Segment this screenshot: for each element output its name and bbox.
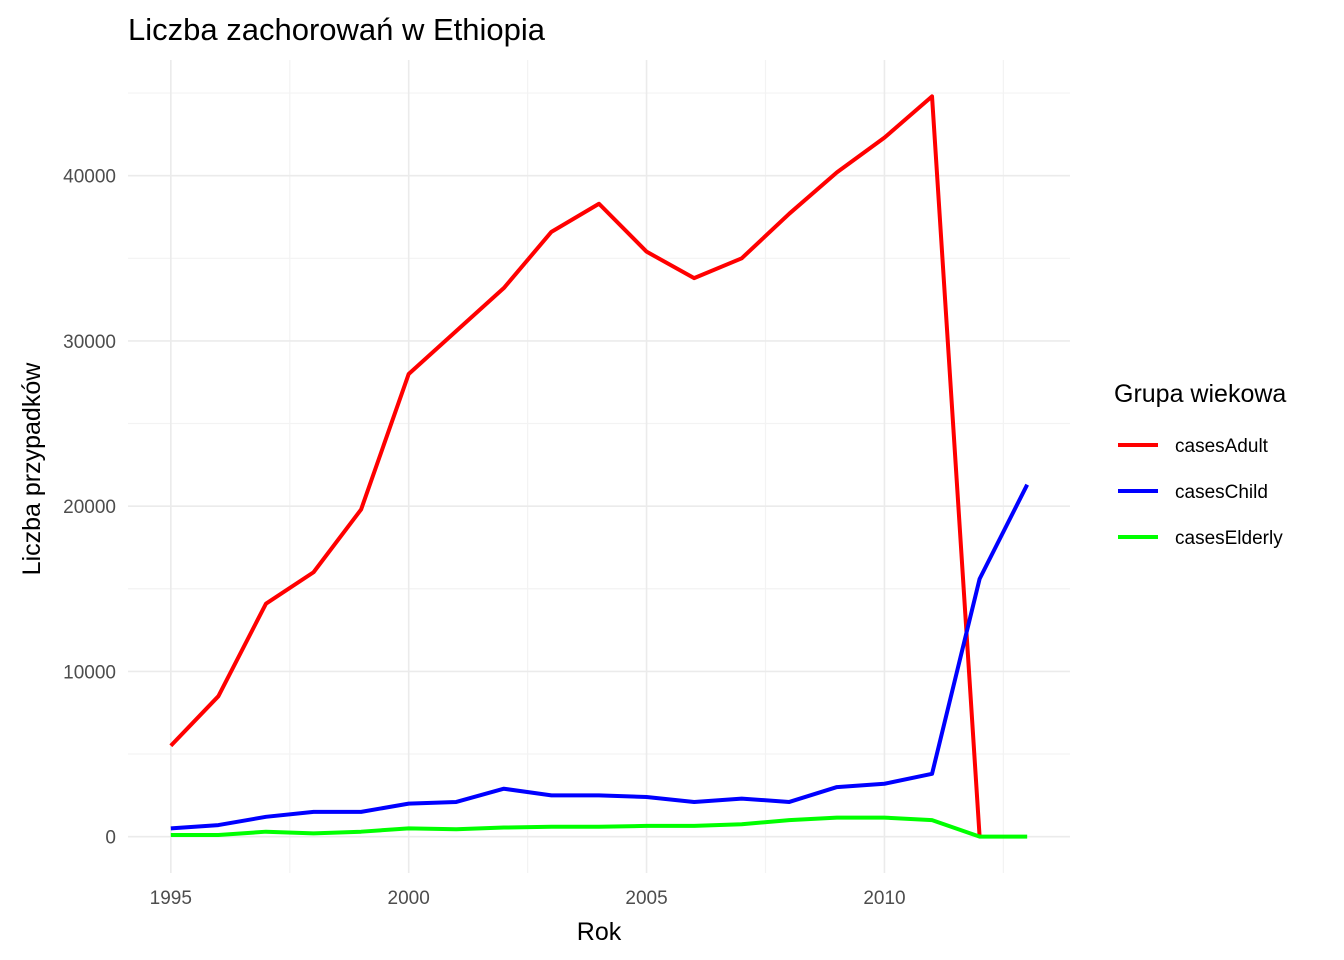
y-axis-title: Liczba przypadków — [18, 362, 46, 576]
legend-label-casesAdult: casesAdult — [1175, 436, 1269, 457]
chart-title: Liczba zachorowań w Ethiopia — [128, 12, 546, 47]
y-axis-ticks: 0 10000 20000 30000 40000 — [63, 167, 116, 849]
y-tick-label: 10000 — [63, 662, 116, 683]
legend-title: Grupa wiekowa — [1114, 380, 1286, 408]
y-tick-label: 40000 — [63, 167, 116, 188]
legend: Grupa wiekowa casesAdult casesChild casesE… — [1114, 380, 1286, 549]
y-tick-label: 30000 — [63, 332, 116, 353]
y-tick-label: 0 — [105, 828, 116, 849]
x-axis-title: Rok — [577, 918, 622, 946]
y-tick-label: 20000 — [63, 497, 116, 518]
series-line-casesAdult — [171, 96, 980, 836]
legend-label-casesChild: casesChild — [1175, 482, 1268, 503]
series-line-casesChild — [171, 485, 1027, 829]
legend-label-casesElderly: casesElderly — [1175, 528, 1283, 549]
series-lines — [171, 96, 1027, 836]
legend-items: casesAdult casesChild casesElderly — [1118, 436, 1283, 549]
x-tick-label: 2005 — [625, 888, 667, 909]
series-line-casesElderly — [171, 818, 1027, 837]
x-tick-label: 2010 — [863, 888, 905, 909]
x-axis-ticks: 1995 2000 2005 2010 — [150, 888, 906, 909]
x-tick-label: 2000 — [388, 888, 430, 909]
x-tick-label: 1995 — [150, 888, 192, 909]
grid-lines — [128, 60, 1070, 873]
